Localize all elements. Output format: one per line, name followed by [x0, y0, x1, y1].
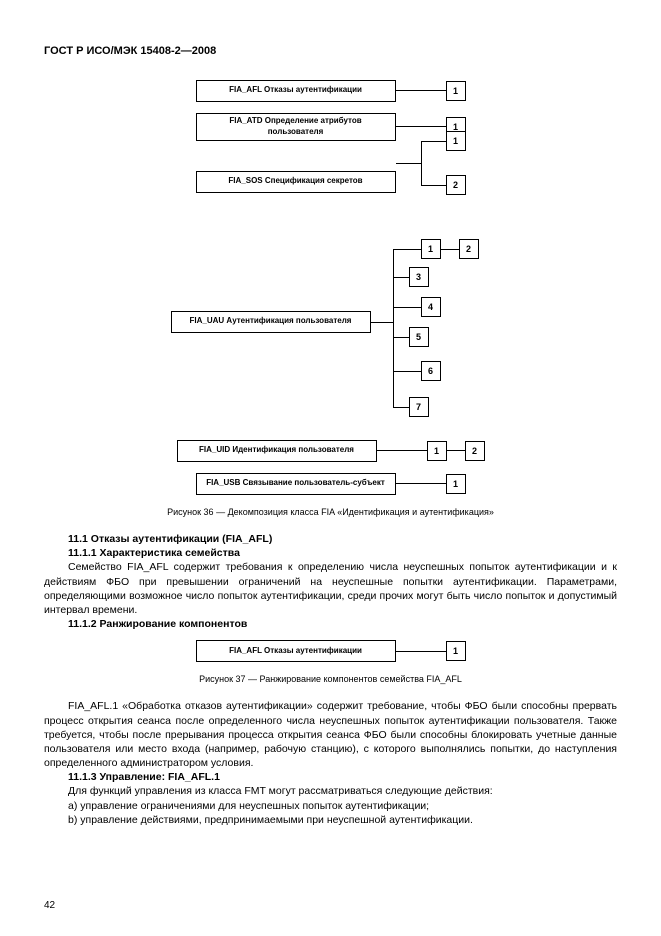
paragraph-afl1: FIA_AFL.1 «Обработка отказов аутентифика…: [44, 699, 617, 770]
family-box-sos: FIA_SOS Спецификация секретов: [196, 171, 396, 193]
connector-line: [393, 249, 394, 407]
family-row-sos: FIA_SOS Спецификация секретов 1 2: [196, 152, 466, 212]
figure-37-diagram: FIA_AFL Отказы аутентификации 1: [44, 637, 617, 665]
component-number: 1: [446, 641, 466, 661]
family-row-afl: FIA_AFL Отказы аутентификации 1: [196, 80, 466, 102]
connector-line: [447, 450, 465, 451]
list-item-b: b) управление действиями, предпринимаемы…: [68, 813, 617, 827]
paragraph-fmt: Для функций управления из класса FMT мог…: [44, 784, 617, 798]
component-number: 6: [421, 361, 441, 381]
list-item-a: a) управление ограничениями для неуспешн…: [68, 799, 617, 813]
document-page: ГОСТ Р ИСО/МЭК 15408-2—2008 FIA_AFL Отка…: [0, 0, 661, 936]
component-number: 7: [409, 397, 429, 417]
branch-area-uau: 1 2 3 4 5 6 7: [371, 249, 491, 419]
component-number: 2: [446, 175, 466, 195]
component-number: 1: [446, 474, 466, 494]
connector-line: [393, 371, 421, 372]
component-number: 2: [465, 441, 485, 461]
component-number: 5: [409, 327, 429, 347]
family-row-uid: FIA_UID Идентификация пользователя 1 2: [177, 440, 485, 462]
connector-line: [393, 249, 421, 250]
connector-line: [393, 277, 409, 278]
component-number: 3: [409, 267, 429, 287]
connector-line: [441, 249, 459, 250]
figure-36-caption: Рисунок 36 — Декомпозиция класса FIA «Ид…: [44, 506, 617, 518]
component-number: 1: [446, 81, 466, 101]
figure-36-diagram: FIA_AFL Отказы аутентификации 1 FIA_ATD …: [44, 77, 617, 498]
family-box-usb: FIA_USB Связывание пользователь-субъект: [196, 473, 396, 495]
section-11-1-3: 11.1.3 Управление: FIA_AFL.1: [68, 770, 617, 784]
family-box-atd: FIA_ATD Определение атрибутов пользовате…: [196, 113, 396, 141]
section-11-1: 11.1 Отказы аутентификации (FIA_AFL): [68, 532, 617, 546]
connector-line: [393, 407, 409, 408]
connector-line: [421, 141, 422, 185]
page-number: 42: [44, 899, 55, 913]
family-box-afl: FIA_AFL Отказы аутентификации: [196, 80, 396, 102]
connector-line: [396, 483, 446, 484]
connector-line: [393, 337, 409, 338]
family-box-afl: FIA_AFL Отказы аутентификации: [196, 640, 396, 662]
doc-header: ГОСТ Р ИСО/МЭК 15408-2—2008: [44, 44, 617, 59]
connector-line: [421, 185, 446, 186]
connector-line: [393, 307, 421, 308]
family-row-afl-fig37: FIA_AFL Отказы аутентификации 1: [196, 640, 466, 662]
connector-line: [377, 450, 427, 451]
paragraph-characteristic: Семейство FIA_AFL содержит требования к …: [44, 560, 617, 617]
family-row-atd: FIA_ATD Определение атрибутов пользовате…: [196, 113, 466, 141]
branch-area: 1 2: [396, 152, 466, 212]
connector-line: [396, 126, 446, 127]
connector-line: [396, 163, 421, 164]
connector-line: [371, 322, 393, 323]
component-number: 2: [459, 239, 479, 259]
family-row-uau: FIA_UAU Аутентификация пользователя 1 2 …: [171, 249, 491, 419]
section-11-1-2: 11.1.2 Ранжирование компонентов: [68, 617, 617, 631]
family-box-uid: FIA_UID Идентификация пользователя: [177, 440, 377, 462]
component-number: 1: [446, 131, 466, 151]
component-number: 4: [421, 297, 441, 317]
component-number: 1: [421, 239, 441, 259]
family-row-usb: FIA_USB Связывание пользователь-субъект …: [196, 473, 466, 495]
family-box-uau: FIA_UAU Аутентификация пользователя: [171, 311, 371, 333]
connector-line: [396, 651, 446, 652]
section-11-1-1: 11.1.1 Характеристика семейства: [68, 546, 617, 560]
connector-line: [396, 90, 446, 91]
figure-37-caption: Рисунок 37 — Ранжирование компонентов се…: [44, 673, 617, 685]
component-number: 1: [427, 441, 447, 461]
connector-line: [421, 141, 446, 142]
